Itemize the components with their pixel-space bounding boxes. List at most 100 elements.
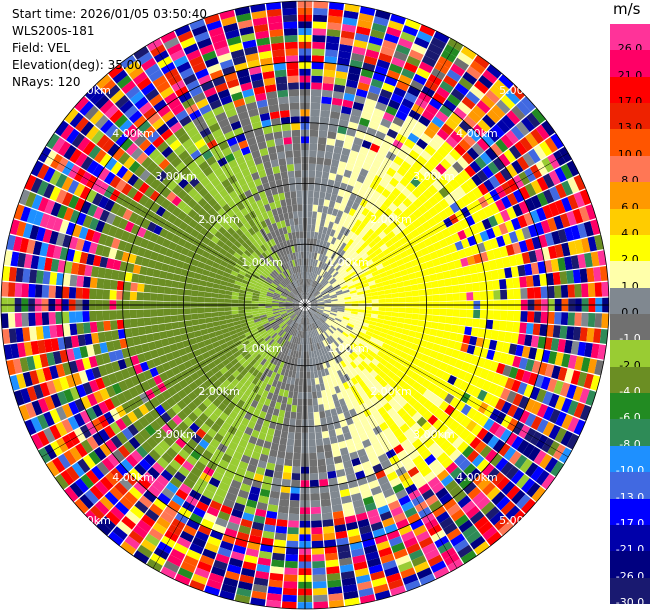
velocity-gate [365, 330, 374, 337]
velocity-gate [283, 574, 298, 582]
velocity-gate [156, 123, 170, 136]
velocity-gate [191, 433, 203, 444]
velocity-gate [360, 263, 368, 270]
velocity-gate [425, 295, 433, 302]
velocity-gate [109, 279, 118, 290]
velocity-gate [333, 253, 339, 261]
velocity-gate [548, 170, 561, 186]
velocity-gate [292, 398, 298, 406]
velocity-gate [405, 417, 417, 428]
velocity-gate [520, 311, 528, 323]
velocity-gate [128, 346, 137, 357]
velocity-gate [264, 203, 272, 212]
velocity-gate [330, 309, 338, 313]
velocity-gate [94, 480, 109, 496]
velocity-gate [286, 285, 293, 291]
velocity-gate [301, 310, 304, 318]
velocity-gate [441, 457, 454, 469]
velocity-gate [311, 62, 324, 70]
velocity-gate [435, 231, 445, 241]
velocity-gate [393, 253, 403, 262]
velocity-gate [404, 579, 421, 592]
velocity-gate [32, 354, 43, 370]
velocity-gate [325, 552, 338, 561]
velocity-gate [170, 287, 179, 295]
velocity-gate [373, 329, 381, 336]
velocity-gate [383, 402, 393, 412]
velocity-gate [231, 223, 240, 232]
velocity-gate [191, 573, 208, 585]
velocity-gate [345, 337, 353, 344]
velocity-gate [193, 348, 202, 357]
velocity-gate [1, 313, 9, 329]
ppi-plot: 1.00km1.00km1.00km1.00km2.00km2.00km2.00… [0, 0, 610, 610]
velocity-gate [141, 156, 153, 169]
velocity-gate [362, 438, 372, 449]
velocity-gate [427, 184, 439, 196]
velocity-gate [133, 463, 147, 477]
velocity-gate [82, 454, 96, 469]
velocity-gate [85, 189, 98, 203]
velocity-gate [544, 457, 559, 473]
velocity-gate [482, 114, 496, 128]
velocity-gate [560, 284, 569, 298]
velocity-gate [309, 143, 318, 151]
velocity-gate [477, 183, 489, 196]
velocity-gate [266, 345, 273, 353]
velocity-gate [105, 511, 121, 526]
velocity-gate [312, 259, 316, 267]
velocity-gate [311, 265, 315, 273]
velocity-gate [433, 30, 450, 44]
velocity-gate [310, 307, 317, 312]
velocity-gate [122, 291, 131, 301]
velocity-gate [284, 410, 291, 419]
velocity-gate [560, 163, 574, 180]
velocity-gate [314, 291, 320, 297]
velocity-gate [466, 450, 480, 463]
velocity-gate [265, 434, 274, 443]
velocity-gate [369, 336, 378, 344]
velocity-gate [43, 183, 55, 199]
velocity-gate [393, 348, 403, 357]
velocity-gate [223, 194, 233, 204]
velocity-gate [156, 474, 170, 487]
velocity-gate [305, 310, 307, 318]
velocity-gate [213, 432, 224, 443]
velocity-gate [473, 54, 490, 69]
velocity-gate [144, 63, 160, 77]
velocity-gate [329, 387, 337, 396]
velocity-gate [389, 261, 399, 269]
velocity-gate [325, 346, 331, 354]
velocity-gate [437, 279, 446, 288]
velocity-gate [375, 263, 384, 271]
velocity-gate [54, 120, 69, 137]
velocity-gate [491, 124, 505, 138]
velocity-gate [340, 570, 355, 580]
velocity-gate [315, 218, 321, 226]
velocity-gate [277, 284, 285, 291]
velocity-gate [342, 220, 350, 229]
velocity-gate [451, 367, 461, 378]
velocity-gate [213, 379, 222, 389]
velocity-gate [432, 359, 442, 369]
velocity-gate [383, 465, 395, 476]
velocity-gate [104, 362, 115, 375]
velocity-gate [313, 350, 318, 358]
velocity-gate [273, 470, 283, 479]
velocity-gate [478, 521, 494, 536]
velocity-gate [455, 400, 466, 412]
velocity-gate [139, 428, 151, 441]
velocity-gate [296, 323, 300, 331]
velocity-gate [366, 381, 375, 391]
velocity-gate [145, 508, 160, 522]
velocity-gate [517, 264, 526, 277]
velocity-gate [382, 280, 390, 287]
velocity-gate [377, 290, 385, 296]
velocity-gate [388, 221, 397, 231]
velocity-gate [315, 253, 321, 261]
velocity-gate [338, 160, 347, 170]
velocity-gate [226, 263, 235, 271]
velocity-gate [401, 412, 412, 423]
velocity-gate [421, 221, 432, 231]
velocity-gate [48, 312, 56, 325]
